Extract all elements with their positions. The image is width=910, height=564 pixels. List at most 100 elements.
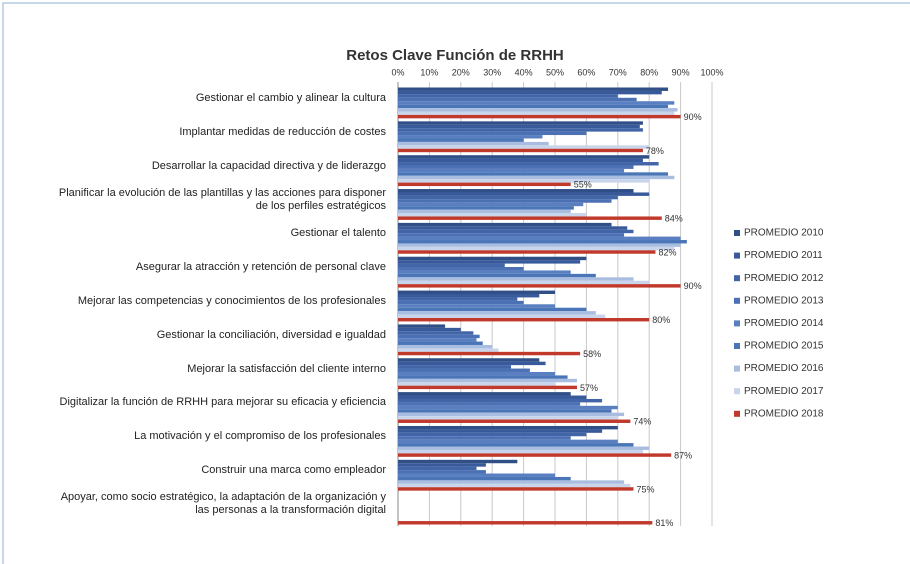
bar bbox=[398, 128, 643, 132]
bar bbox=[398, 192, 650, 196]
category-label: Mejorar las competencias y conocimientos… bbox=[77, 294, 386, 307]
bar bbox=[398, 470, 486, 474]
bar bbox=[398, 314, 606, 318]
bar bbox=[398, 236, 681, 241]
legend-label: PROMEDIO 2015 bbox=[744, 341, 824, 352]
value-label: 81% bbox=[655, 518, 673, 528]
bar bbox=[398, 476, 571, 481]
bar bbox=[398, 277, 634, 281]
x-tick-label: 60% bbox=[577, 67, 595, 77]
bar bbox=[398, 365, 512, 369]
x-tick-label: 20% bbox=[452, 67, 470, 77]
bar bbox=[398, 402, 581, 406]
chart-title: Retos Clave Función de RRHH bbox=[346, 47, 564, 64]
bar bbox=[398, 466, 477, 471]
x-tick-label: 40% bbox=[515, 67, 533, 77]
category-label: Planificar la evolución de las plantilla… bbox=[58, 186, 386, 212]
value-label: 87% bbox=[674, 450, 692, 460]
bar bbox=[398, 101, 675, 105]
bar bbox=[398, 87, 669, 91]
bar bbox=[398, 263, 505, 268]
bar bbox=[398, 395, 587, 399]
bar bbox=[398, 250, 656, 254]
bar bbox=[398, 135, 543, 139]
bar bbox=[398, 446, 650, 450]
bar bbox=[398, 324, 446, 328]
x-tick-label: 90% bbox=[672, 67, 690, 77]
bar bbox=[398, 483, 631, 488]
legend-swatch bbox=[734, 297, 740, 304]
legend-swatch bbox=[734, 343, 740, 349]
bar bbox=[398, 213, 587, 217]
legend-label: PROMEDIO 2012 bbox=[744, 273, 824, 284]
bar bbox=[398, 416, 618, 420]
bar bbox=[398, 222, 612, 227]
bar bbox=[398, 344, 493, 349]
bar bbox=[398, 267, 524, 271]
value-label: 57% bbox=[580, 383, 598, 393]
bar bbox=[398, 432, 587, 437]
bar bbox=[398, 246, 675, 251]
bar bbox=[398, 243, 681, 247]
bar bbox=[398, 195, 618, 200]
category-label: Mejorar la satisfacción del cliente inte… bbox=[187, 362, 386, 375]
bar bbox=[398, 145, 650, 149]
category-label: La motivación y el compromiso de los pro… bbox=[134, 430, 386, 443]
bar bbox=[398, 392, 571, 396]
bar bbox=[398, 378, 577, 383]
x-tick-label: 30% bbox=[483, 67, 501, 77]
bar bbox=[398, 409, 612, 413]
bar bbox=[398, 487, 634, 491]
bar bbox=[398, 233, 625, 237]
bar bbox=[398, 459, 518, 464]
value-label: 90% bbox=[684, 281, 702, 291]
bar bbox=[398, 240, 687, 244]
bar bbox=[398, 182, 571, 187]
value-label: 58% bbox=[583, 349, 601, 359]
bar bbox=[398, 480, 625, 484]
bar bbox=[398, 436, 571, 440]
bar bbox=[398, 338, 477, 342]
value-label: 90% bbox=[684, 112, 702, 122]
bar bbox=[398, 209, 571, 214]
legend-swatch bbox=[734, 320, 740, 327]
value-label: 55% bbox=[574, 180, 592, 190]
bar bbox=[398, 226, 628, 230]
bar bbox=[398, 473, 555, 477]
category-label: Gestionar el talento bbox=[290, 227, 386, 240]
category-label: Gestionar el cambio y alinear la cultura bbox=[195, 91, 386, 104]
value-label: 74% bbox=[633, 417, 651, 427]
bar bbox=[398, 165, 634, 169]
x-tick-label: 50% bbox=[546, 67, 564, 77]
bar bbox=[398, 284, 681, 288]
bar bbox=[398, 375, 568, 379]
bar bbox=[398, 439, 618, 444]
bar bbox=[398, 270, 571, 274]
legend-swatch bbox=[734, 410, 740, 417]
bar bbox=[398, 148, 643, 153]
bar bbox=[398, 294, 540, 298]
value-label: 80% bbox=[652, 315, 670, 325]
category-label: Digitalizar la función de RRHH para mejo… bbox=[59, 396, 386, 409]
legend-swatch bbox=[734, 230, 740, 236]
bar bbox=[398, 155, 650, 159]
bar bbox=[398, 351, 581, 356]
bar bbox=[398, 385, 577, 390]
bar bbox=[398, 334, 480, 339]
bar bbox=[398, 179, 650, 183]
x-tick-label: 80% bbox=[640, 67, 658, 77]
legend-swatch bbox=[734, 388, 740, 395]
category-label: Desarrollar la capacidad directiva y de … bbox=[151, 159, 386, 172]
bar bbox=[398, 449, 643, 454]
bar bbox=[398, 419, 631, 423]
bar bbox=[398, 361, 546, 366]
bar bbox=[398, 131, 587, 136]
x-tick-label: 0% bbox=[391, 67, 404, 77]
x-tick-label: 70% bbox=[609, 67, 627, 77]
x-tick-label: 100% bbox=[700, 67, 723, 77]
bar bbox=[398, 300, 524, 305]
category-label: Apoyar, como socio estratégico, la adapt… bbox=[60, 491, 386, 517]
bar bbox=[398, 463, 486, 467]
